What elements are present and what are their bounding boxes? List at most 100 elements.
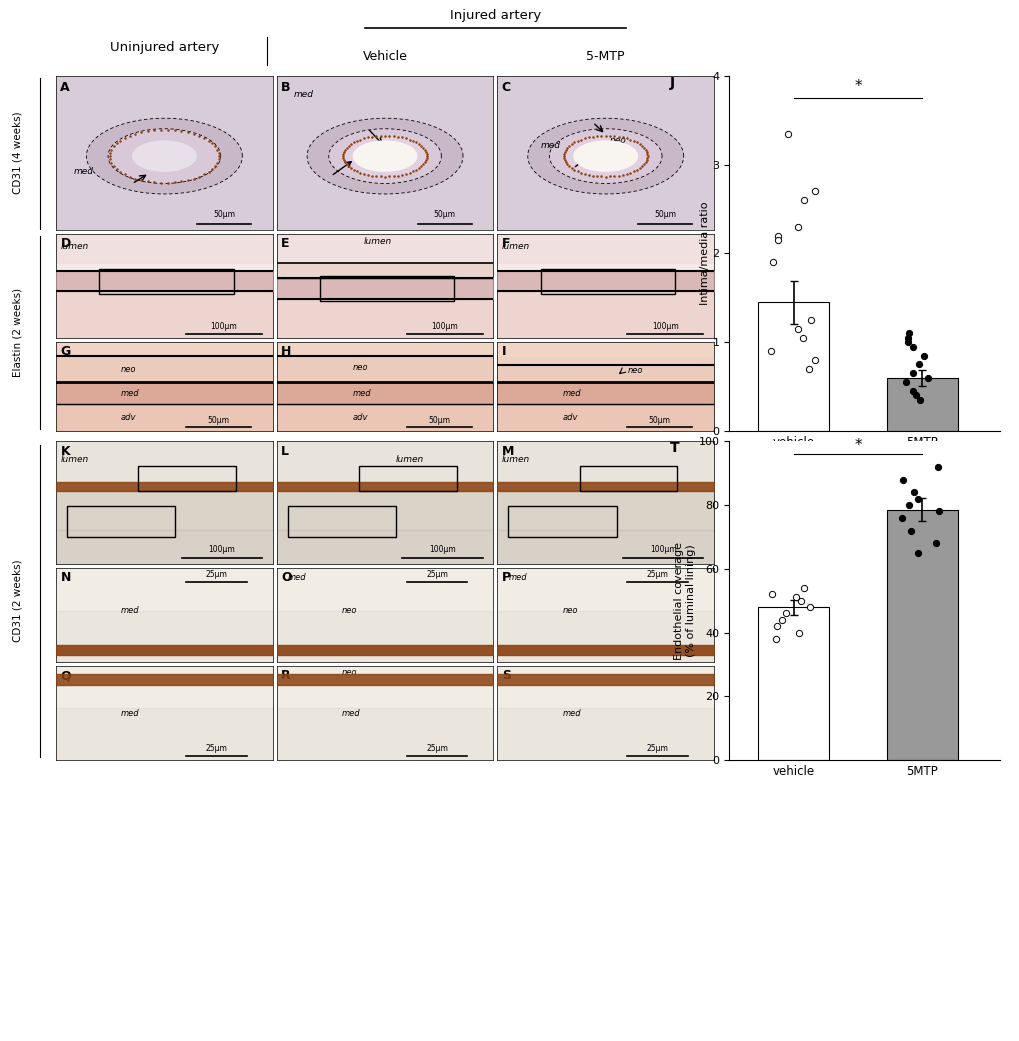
Text: 50μm: 50μm bbox=[433, 210, 455, 220]
Polygon shape bbox=[353, 141, 417, 172]
Text: CD31 (2 weeks): CD31 (2 weeks) bbox=[12, 559, 22, 642]
Text: med: med bbox=[121, 606, 140, 615]
Text: med: med bbox=[507, 574, 527, 582]
Text: 100μm: 100μm bbox=[429, 545, 455, 555]
Text: G: G bbox=[60, 346, 70, 358]
Text: 25μm: 25μm bbox=[426, 569, 447, 579]
Text: lumen: lumen bbox=[60, 455, 89, 464]
Text: med: med bbox=[121, 389, 140, 399]
Polygon shape bbox=[561, 135, 648, 177]
Text: 50μm: 50μm bbox=[207, 415, 229, 425]
Polygon shape bbox=[328, 129, 441, 183]
Text: adv: adv bbox=[561, 413, 578, 423]
Text: B: B bbox=[281, 80, 290, 94]
Polygon shape bbox=[307, 119, 463, 194]
Bar bbox=[887, 509, 957, 760]
Polygon shape bbox=[573, 141, 638, 172]
Text: Uninjured artery: Uninjured artery bbox=[110, 42, 219, 54]
Text: med: med bbox=[287, 574, 306, 582]
Text: 5-MTP: 5-MTP bbox=[586, 50, 625, 62]
Bar bbox=[287, 507, 395, 537]
Text: lumen: lumen bbox=[501, 243, 530, 251]
Text: neo: neo bbox=[341, 668, 357, 678]
Text: neo: neo bbox=[561, 606, 578, 615]
Text: N: N bbox=[60, 572, 70, 584]
Text: T: T bbox=[669, 441, 679, 455]
Text: 25μm: 25μm bbox=[205, 744, 227, 754]
Bar bbox=[320, 276, 453, 301]
Polygon shape bbox=[549, 129, 661, 183]
Text: Elastin (2 weeks): Elastin (2 weeks) bbox=[12, 288, 22, 377]
Text: F: F bbox=[501, 237, 510, 250]
Text: R: R bbox=[281, 669, 290, 682]
Text: med: med bbox=[293, 90, 314, 99]
Bar bbox=[507, 507, 615, 537]
Text: H: H bbox=[281, 346, 291, 358]
Text: *: * bbox=[853, 437, 861, 453]
Bar bbox=[67, 507, 175, 537]
Text: med: med bbox=[341, 709, 360, 717]
Text: neo: neo bbox=[627, 366, 642, 376]
Polygon shape bbox=[341, 135, 428, 177]
Text: lumen: lumen bbox=[60, 243, 89, 251]
Text: 50μm: 50μm bbox=[648, 415, 671, 425]
Y-axis label: Endothelial coverage
(% of luminal lining): Endothelial coverage (% of luminal linin… bbox=[674, 541, 695, 660]
Text: 25μm: 25μm bbox=[646, 744, 668, 754]
Bar bbox=[757, 607, 828, 760]
Text: E: E bbox=[281, 237, 289, 250]
Bar bbox=[99, 269, 233, 294]
Bar bbox=[139, 466, 235, 490]
Text: 100μm: 100μm bbox=[649, 545, 676, 555]
Text: med: med bbox=[353, 389, 371, 399]
Bar bbox=[579, 466, 677, 490]
Polygon shape bbox=[527, 119, 683, 194]
Bar bbox=[359, 466, 457, 490]
Text: neo: neo bbox=[609, 136, 627, 145]
Y-axis label: Intima/media ratio: Intima/media ratio bbox=[699, 202, 709, 305]
Text: D: D bbox=[60, 237, 70, 250]
Text: 25μm: 25μm bbox=[646, 569, 668, 579]
Polygon shape bbox=[87, 119, 243, 194]
Text: 25μm: 25μm bbox=[426, 744, 447, 754]
Text: *: * bbox=[853, 79, 861, 94]
Text: 25μm: 25μm bbox=[205, 569, 227, 579]
Text: Vehicle: Vehicle bbox=[363, 50, 407, 62]
Text: neo: neo bbox=[121, 364, 137, 374]
Text: L: L bbox=[281, 446, 288, 458]
Polygon shape bbox=[108, 129, 220, 183]
Bar bbox=[540, 269, 675, 294]
Text: Injured artery: Injured artery bbox=[449, 9, 540, 22]
Text: 100μm: 100μm bbox=[431, 322, 458, 331]
Text: med: med bbox=[121, 709, 140, 717]
Text: 100μm: 100μm bbox=[651, 322, 678, 331]
Text: Q: Q bbox=[60, 669, 71, 682]
Text: lumen: lumen bbox=[395, 455, 424, 464]
Text: 100μm: 100μm bbox=[210, 322, 237, 331]
Polygon shape bbox=[131, 141, 197, 172]
Text: 50μm: 50μm bbox=[213, 210, 234, 220]
Text: med: med bbox=[540, 141, 560, 150]
Text: P: P bbox=[501, 572, 511, 584]
Text: med: med bbox=[561, 709, 581, 717]
Text: A: A bbox=[60, 80, 70, 94]
Text: 50μm: 50μm bbox=[653, 210, 676, 220]
Text: med: med bbox=[561, 389, 581, 399]
Text: neo: neo bbox=[353, 362, 368, 372]
Text: neo: neo bbox=[368, 149, 384, 157]
Text: CD31 (4 weeks): CD31 (4 weeks) bbox=[12, 111, 22, 195]
Text: S: S bbox=[501, 669, 511, 682]
Text: lumen: lumen bbox=[363, 237, 391, 246]
Text: M: M bbox=[501, 446, 514, 458]
Bar bbox=[757, 302, 828, 431]
Text: O: O bbox=[281, 572, 291, 584]
Text: C: C bbox=[501, 80, 511, 94]
Text: 100μm: 100μm bbox=[208, 545, 235, 555]
Text: I: I bbox=[501, 346, 505, 358]
Text: J: J bbox=[669, 76, 675, 90]
Bar bbox=[887, 378, 957, 431]
Text: adv: adv bbox=[121, 413, 137, 423]
Text: 50μm: 50μm bbox=[428, 415, 449, 425]
Text: med: med bbox=[73, 167, 94, 176]
Text: adv: adv bbox=[353, 413, 368, 423]
Text: lumen: lumen bbox=[501, 455, 530, 464]
